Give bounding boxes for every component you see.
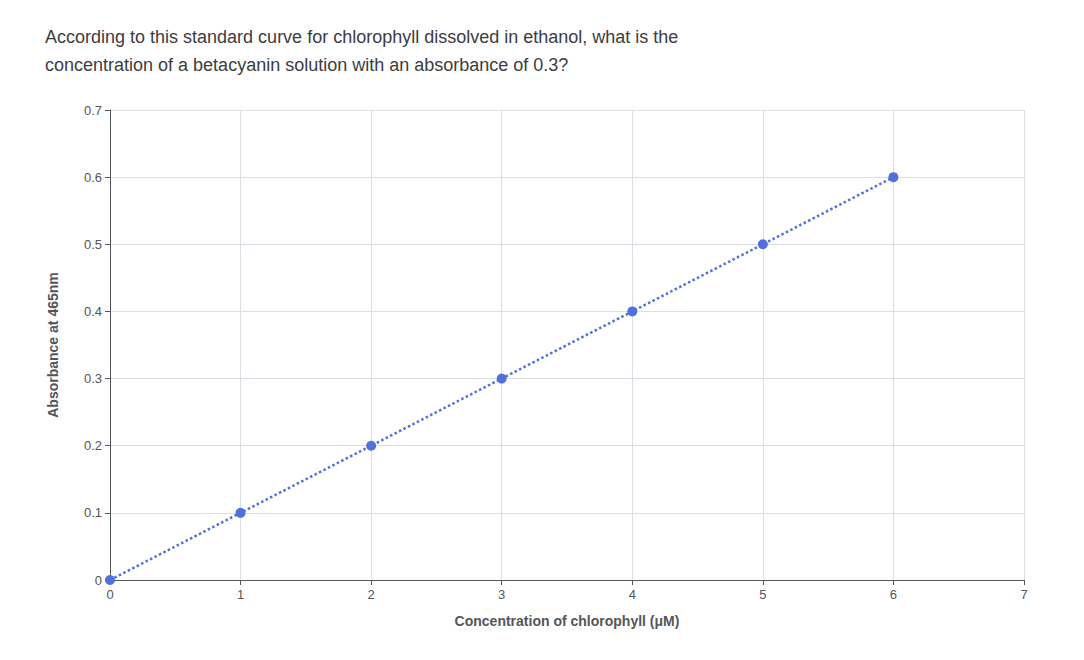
svg-text:4: 4 [629, 587, 636, 602]
svg-text:0.3: 0.3 [84, 371, 102, 386]
svg-text:0.1: 0.1 [84, 505, 102, 520]
svg-text:3: 3 [498, 587, 505, 602]
svg-text:0.5: 0.5 [84, 237, 102, 252]
svg-text:concentration of a betacyanin: concentration of a betacyanin solution w… [45, 55, 568, 75]
svg-text:7: 7 [1020, 587, 1027, 602]
svg-text:5: 5 [759, 587, 766, 602]
svg-text:2: 2 [368, 587, 375, 602]
svg-text:0: 0 [106, 587, 113, 602]
svg-text:0.2: 0.2 [84, 438, 102, 453]
svg-text:0.6: 0.6 [84, 170, 102, 185]
svg-text:0.7: 0.7 [84, 103, 102, 118]
svg-text:Absorbance at 465nm: Absorbance at 465nm [45, 272, 61, 418]
svg-text:Concentration of chlorophyll (: Concentration of chlorophyll (μM) [455, 613, 680, 629]
svg-text:0: 0 [95, 573, 102, 588]
svg-text:1: 1 [237, 587, 244, 602]
svg-text:According to this standard cur: According to this standard curve for chl… [45, 27, 678, 47]
svg-text:0.4: 0.4 [84, 304, 102, 319]
svg-text:6: 6 [890, 587, 897, 602]
